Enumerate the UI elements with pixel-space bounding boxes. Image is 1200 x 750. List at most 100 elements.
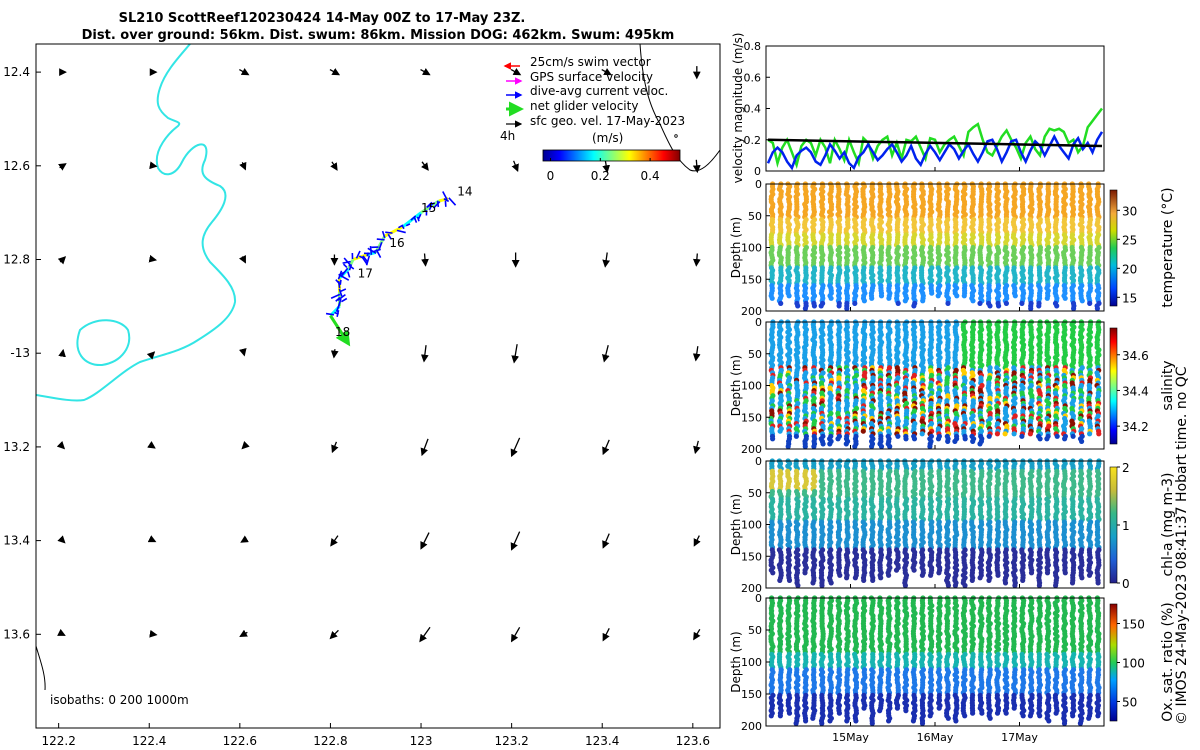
surface-velocity-vector (147, 441, 156, 449)
velocity-series-line (767, 138, 1103, 148)
legend-label-net-glider: net glider velocity (530, 99, 638, 113)
profile-sample (802, 443, 808, 450)
surface-velocity-vector (241, 441, 250, 450)
profile-sample (929, 290, 935, 296)
profile-sample (895, 433, 901, 439)
depth-tick-label: 150 (741, 273, 762, 286)
profile-sample (902, 298, 908, 304)
profile-sample (777, 428, 783, 434)
profile-sample (818, 303, 824, 309)
profile-sample (1054, 303, 1060, 309)
profile-sample (911, 303, 917, 309)
map-colorbar (542, 149, 681, 162)
profile-sample (1087, 431, 1093, 437)
profile-sample (911, 436, 918, 442)
surface-velocity-vector (148, 254, 158, 263)
profile-sample (810, 580, 816, 586)
surface-velocity-vector (329, 68, 341, 76)
depth-tick-label: 100 (741, 242, 762, 255)
dive-avg-current-vector (385, 231, 393, 234)
legend-item-net-glider: net glider velocity (506, 99, 638, 117)
dive-avg-current-vector (362, 255, 369, 263)
profile-sample (777, 577, 783, 584)
surface-velocity-vector (510, 437, 521, 458)
map-y-tick-label: 12.8 (3, 253, 30, 267)
surface-velocity-vector (149, 629, 158, 638)
surface-velocity-vector (330, 349, 339, 359)
legend-item-dive-avg: dive-avg current veloc. (506, 84, 668, 99)
map-y-tick-label: 12.6 (3, 159, 30, 173)
dive-avg-current-vector (448, 197, 457, 206)
profile-sample (828, 580, 834, 586)
surface-velocity-vector (421, 253, 429, 267)
profile-sample (935, 293, 941, 299)
profile-sample (811, 443, 817, 450)
surface-velocity-vector (149, 161, 158, 170)
surface-velocity-vector (238, 347, 247, 357)
legend-item-gps: GPS surface velocity (506, 70, 653, 85)
velocity-y-tick-label: 0.4 (744, 103, 762, 116)
surface-velocity-vector (602, 533, 610, 549)
profile-sample (802, 570, 808, 576)
profile-sample (843, 441, 849, 447)
chart-title-line1: SL210 ScottReef120230424 14-May 00Z to 1… (119, 11, 526, 26)
surface-velocity-vectors (56, 66, 701, 643)
profile-sample (887, 443, 893, 450)
profile-sample (852, 575, 859, 581)
depth-tick-label: 150 (741, 411, 762, 424)
dive-avg-current-vector (369, 245, 373, 255)
profile-sample (1054, 433, 1060, 439)
map-background (36, 44, 720, 728)
surface-velocity-vector (58, 163, 67, 171)
surface-velocity-vector (420, 68, 431, 76)
profile-sample (793, 433, 800, 439)
dive-avg-current-vector (442, 191, 448, 201)
surface-velocity-vector (693, 440, 701, 455)
profile-sample (961, 293, 967, 299)
profile-sample (970, 438, 976, 444)
profile-sample (1070, 433, 1076, 439)
profile-sample (827, 441, 833, 447)
profile-sample (919, 431, 925, 437)
depth-tick-label: 0 (755, 178, 762, 191)
map-x-tick-label: 122.4 (132, 734, 166, 748)
colorbar-unit: (m/s) (592, 131, 623, 145)
surface-velocity-vector (146, 351, 156, 360)
map-x-tick-label: 122.8 (313, 734, 347, 748)
dive-avg-current-vector (443, 198, 450, 203)
profile-sample (1012, 293, 1018, 299)
colorbar-tick-label: 34.6 (1122, 349, 1149, 363)
profile-sample (952, 438, 958, 444)
profile-colorbar-label: temperature (°C) (1160, 187, 1176, 307)
surface-velocity-vector (602, 159, 611, 174)
dive-avg-current-vector (343, 257, 351, 266)
legend-label-dive-avg: dive-avg current veloc. (530, 84, 668, 98)
map-legend: 25cm/s swim vector GPS surface velocity … (500, 55, 685, 183)
profile-sample (996, 303, 1002, 309)
map-y-tick-label: 13.6 (3, 627, 30, 641)
dive-avg-current-vector (428, 205, 433, 211)
day-label: 14 (457, 185, 472, 199)
dive-avg-current-vector (366, 252, 370, 257)
velocity-y-tick-label: 0 (754, 165, 761, 178)
dive-avg-current-vector (372, 248, 381, 253)
profile-sample (878, 575, 884, 581)
surface-velocity-vector (57, 628, 66, 636)
profile-sample (811, 303, 818, 309)
surface-velocity-vector (510, 68, 522, 76)
isobath-1000m (76, 319, 131, 367)
profile-sample (852, 443, 858, 450)
map-x-tick-label: 122.6 (223, 734, 257, 748)
dive-avg-current-vector (381, 230, 386, 239)
profile-sample (1062, 295, 1068, 301)
chart-title-line2: Dist. over ground: 56km. Dist. swum: 86k… (82, 28, 675, 43)
surface-velocity-vector (239, 629, 248, 637)
surface-velocity-vector (329, 629, 339, 640)
velocity-ylabel: velocity magnitude (m/s) (731, 33, 745, 184)
